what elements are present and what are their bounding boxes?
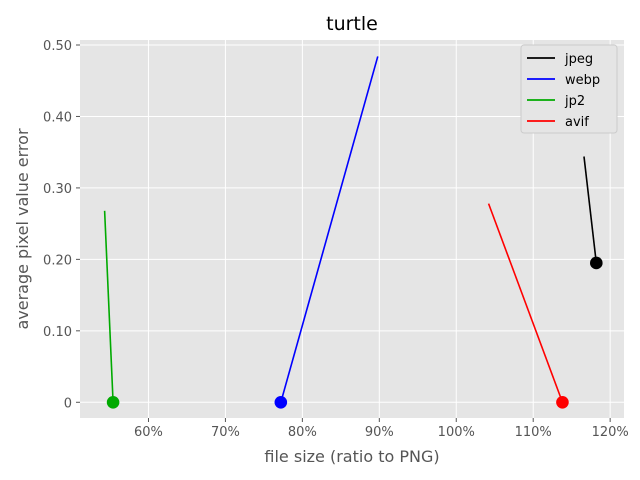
y-tick-label: 0.30	[43, 182, 72, 197]
y-axis: 0 0.10 0.20 0.30 0.40 0.50	[43, 39, 80, 411]
series-marker-avif	[556, 395, 569, 409]
legend-label-jpeg: jpeg	[564, 52, 593, 67]
series-line-jpeg	[583, 156, 598, 264]
y-tick-label: 0.40	[43, 110, 72, 125]
x-tick-label: 110%	[515, 425, 552, 440]
y-axis-label: average pixel value error	[13, 128, 32, 329]
x-tick-label: 60%	[134, 425, 163, 440]
legend-box	[520, 44, 618, 134]
chart-title: turtle	[326, 13, 378, 35]
legend: jpeg webp jp2 avif	[520, 44, 618, 134]
series-marker-jpeg	[589, 256, 603, 270]
series-line-jp2	[103, 210, 114, 403]
y-tick-label: 0.50	[43, 39, 72, 54]
x-tick-label: 80%	[288, 425, 317, 440]
x-tick-label: 90%	[365, 425, 394, 440]
y-tick-label: 0.20	[43, 253, 72, 268]
y-tick-label: 0.10	[43, 325, 72, 340]
legend-label-webp: webp	[565, 73, 600, 88]
x-axis-label: file size (ratio to PNG)	[264, 447, 439, 466]
series-marker-webp	[274, 395, 288, 409]
series-line-avif	[487, 203, 564, 403]
x-axis: 60% 70% 80% 90% 100% 110% 120%	[134, 418, 629, 440]
legend-label-jp2: jp2	[564, 94, 585, 109]
legend-label-avif: avif	[565, 115, 589, 130]
x-tick-label: 120%	[592, 425, 629, 440]
series-line-webp	[280, 56, 379, 403]
series-layer	[103, 56, 603, 409]
series-marker-jp2	[106, 395, 120, 409]
y-tick-label: 0	[64, 396, 72, 411]
x-tick-label: 100%	[438, 425, 475, 440]
x-tick-label: 70%	[211, 425, 240, 440]
